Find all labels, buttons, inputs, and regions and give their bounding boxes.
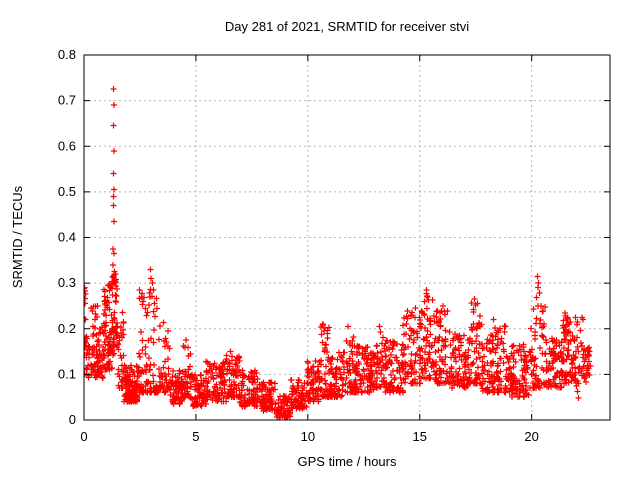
y-tick-label: 0.6 (58, 138, 76, 153)
y-tick-label: 0.3 (58, 275, 76, 290)
y-tick-label: 0.5 (58, 184, 76, 199)
y-tick-label: 0.8 (58, 47, 76, 62)
data-point-markers (84, 86, 594, 420)
x-tick-label: 10 (301, 429, 315, 444)
axis-ticks (83, 54, 610, 421)
tick-labels: 0 5 10 15 20 0 0.1 0.2 0.3 0.4 0.5 0.6 0.7 0.8 (58, 47, 539, 444)
x-axis-label: GPS time / hours (298, 454, 397, 469)
x-tick-label: 0 (80, 429, 87, 444)
x-tick-label: 5 (192, 429, 199, 444)
x-tick-label: 20 (524, 429, 538, 444)
y-tick-label: 0.7 (58, 93, 76, 108)
y-tick-label: 0.2 (58, 321, 76, 336)
y-tick-label: 0.4 (58, 230, 76, 245)
chart-title: Day 281 of 2021, SRMTID for receiver stv… (225, 19, 469, 34)
y-tick-label: 0.1 (58, 366, 76, 381)
y-tick-label: 0 (69, 412, 76, 427)
y-axis-label: SRMTID / TECUs (10, 185, 25, 288)
scatter-points (84, 86, 594, 420)
x-tick-label: 15 (413, 429, 427, 444)
